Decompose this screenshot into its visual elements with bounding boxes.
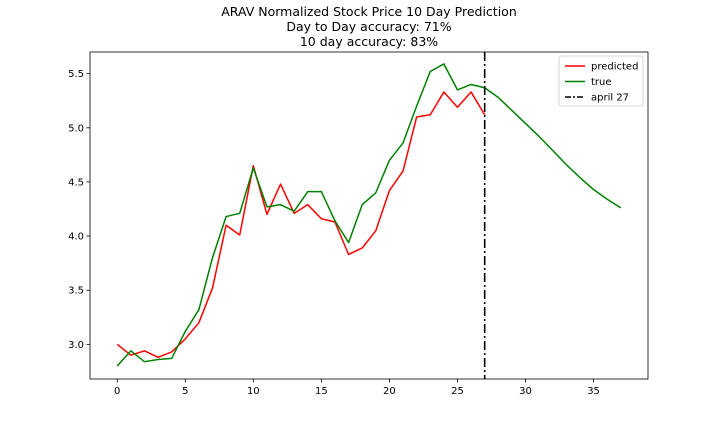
x-tick-label: 30 — [519, 386, 532, 397]
title-line-1: ARAV Normalized Stock Price 10 Day Predi… — [221, 4, 517, 19]
plot-area — [89, 51, 649, 380]
y-tick-label: 5.0 — [68, 123, 84, 134]
legend-box — [558, 55, 644, 107]
y-tick-label: 5.5 — [68, 69, 84, 80]
x-tick-label: 10 — [247, 386, 260, 397]
legend-label: april 27 — [591, 93, 629, 104]
legend: predicted true april 27 — [558, 55, 644, 107]
x-tick-label: 0 — [114, 386, 120, 397]
chart-title: ARAV Normalized Stock Price 10 Day Predi… — [221, 4, 517, 49]
title-line-2: Day to Day accuracy: 71% — [286, 19, 451, 34]
x-tick-label: 25 — [451, 386, 464, 397]
x-tick-label: 35 — [587, 386, 600, 397]
y-tick-label: 4.5 — [68, 177, 84, 188]
x-axis: 0 5 10 15 20 25 30 35 — [114, 379, 600, 397]
y-tick-label: 4.0 — [68, 232, 84, 243]
y-axis: 3.0 3.5 4.0 4.5 5.0 5.5 — [68, 69, 90, 351]
x-tick-label: 20 — [383, 386, 396, 397]
title-line-3: 10 day accuracy: 83% — [300, 34, 438, 49]
series-line-true — [116, 63, 622, 367]
series-line-predicted — [116, 91, 486, 359]
plot-frame — [89, 51, 649, 380]
legend-label: predicted — [591, 62, 638, 73]
series-layer — [116, 52, 622, 379]
legend-label: true — [591, 77, 612, 88]
y-tick-label: 3.5 — [68, 286, 84, 297]
x-tick-label: 5 — [182, 386, 188, 397]
y-tick-label: 3.0 — [68, 340, 84, 351]
x-tick-label: 15 — [315, 386, 328, 397]
